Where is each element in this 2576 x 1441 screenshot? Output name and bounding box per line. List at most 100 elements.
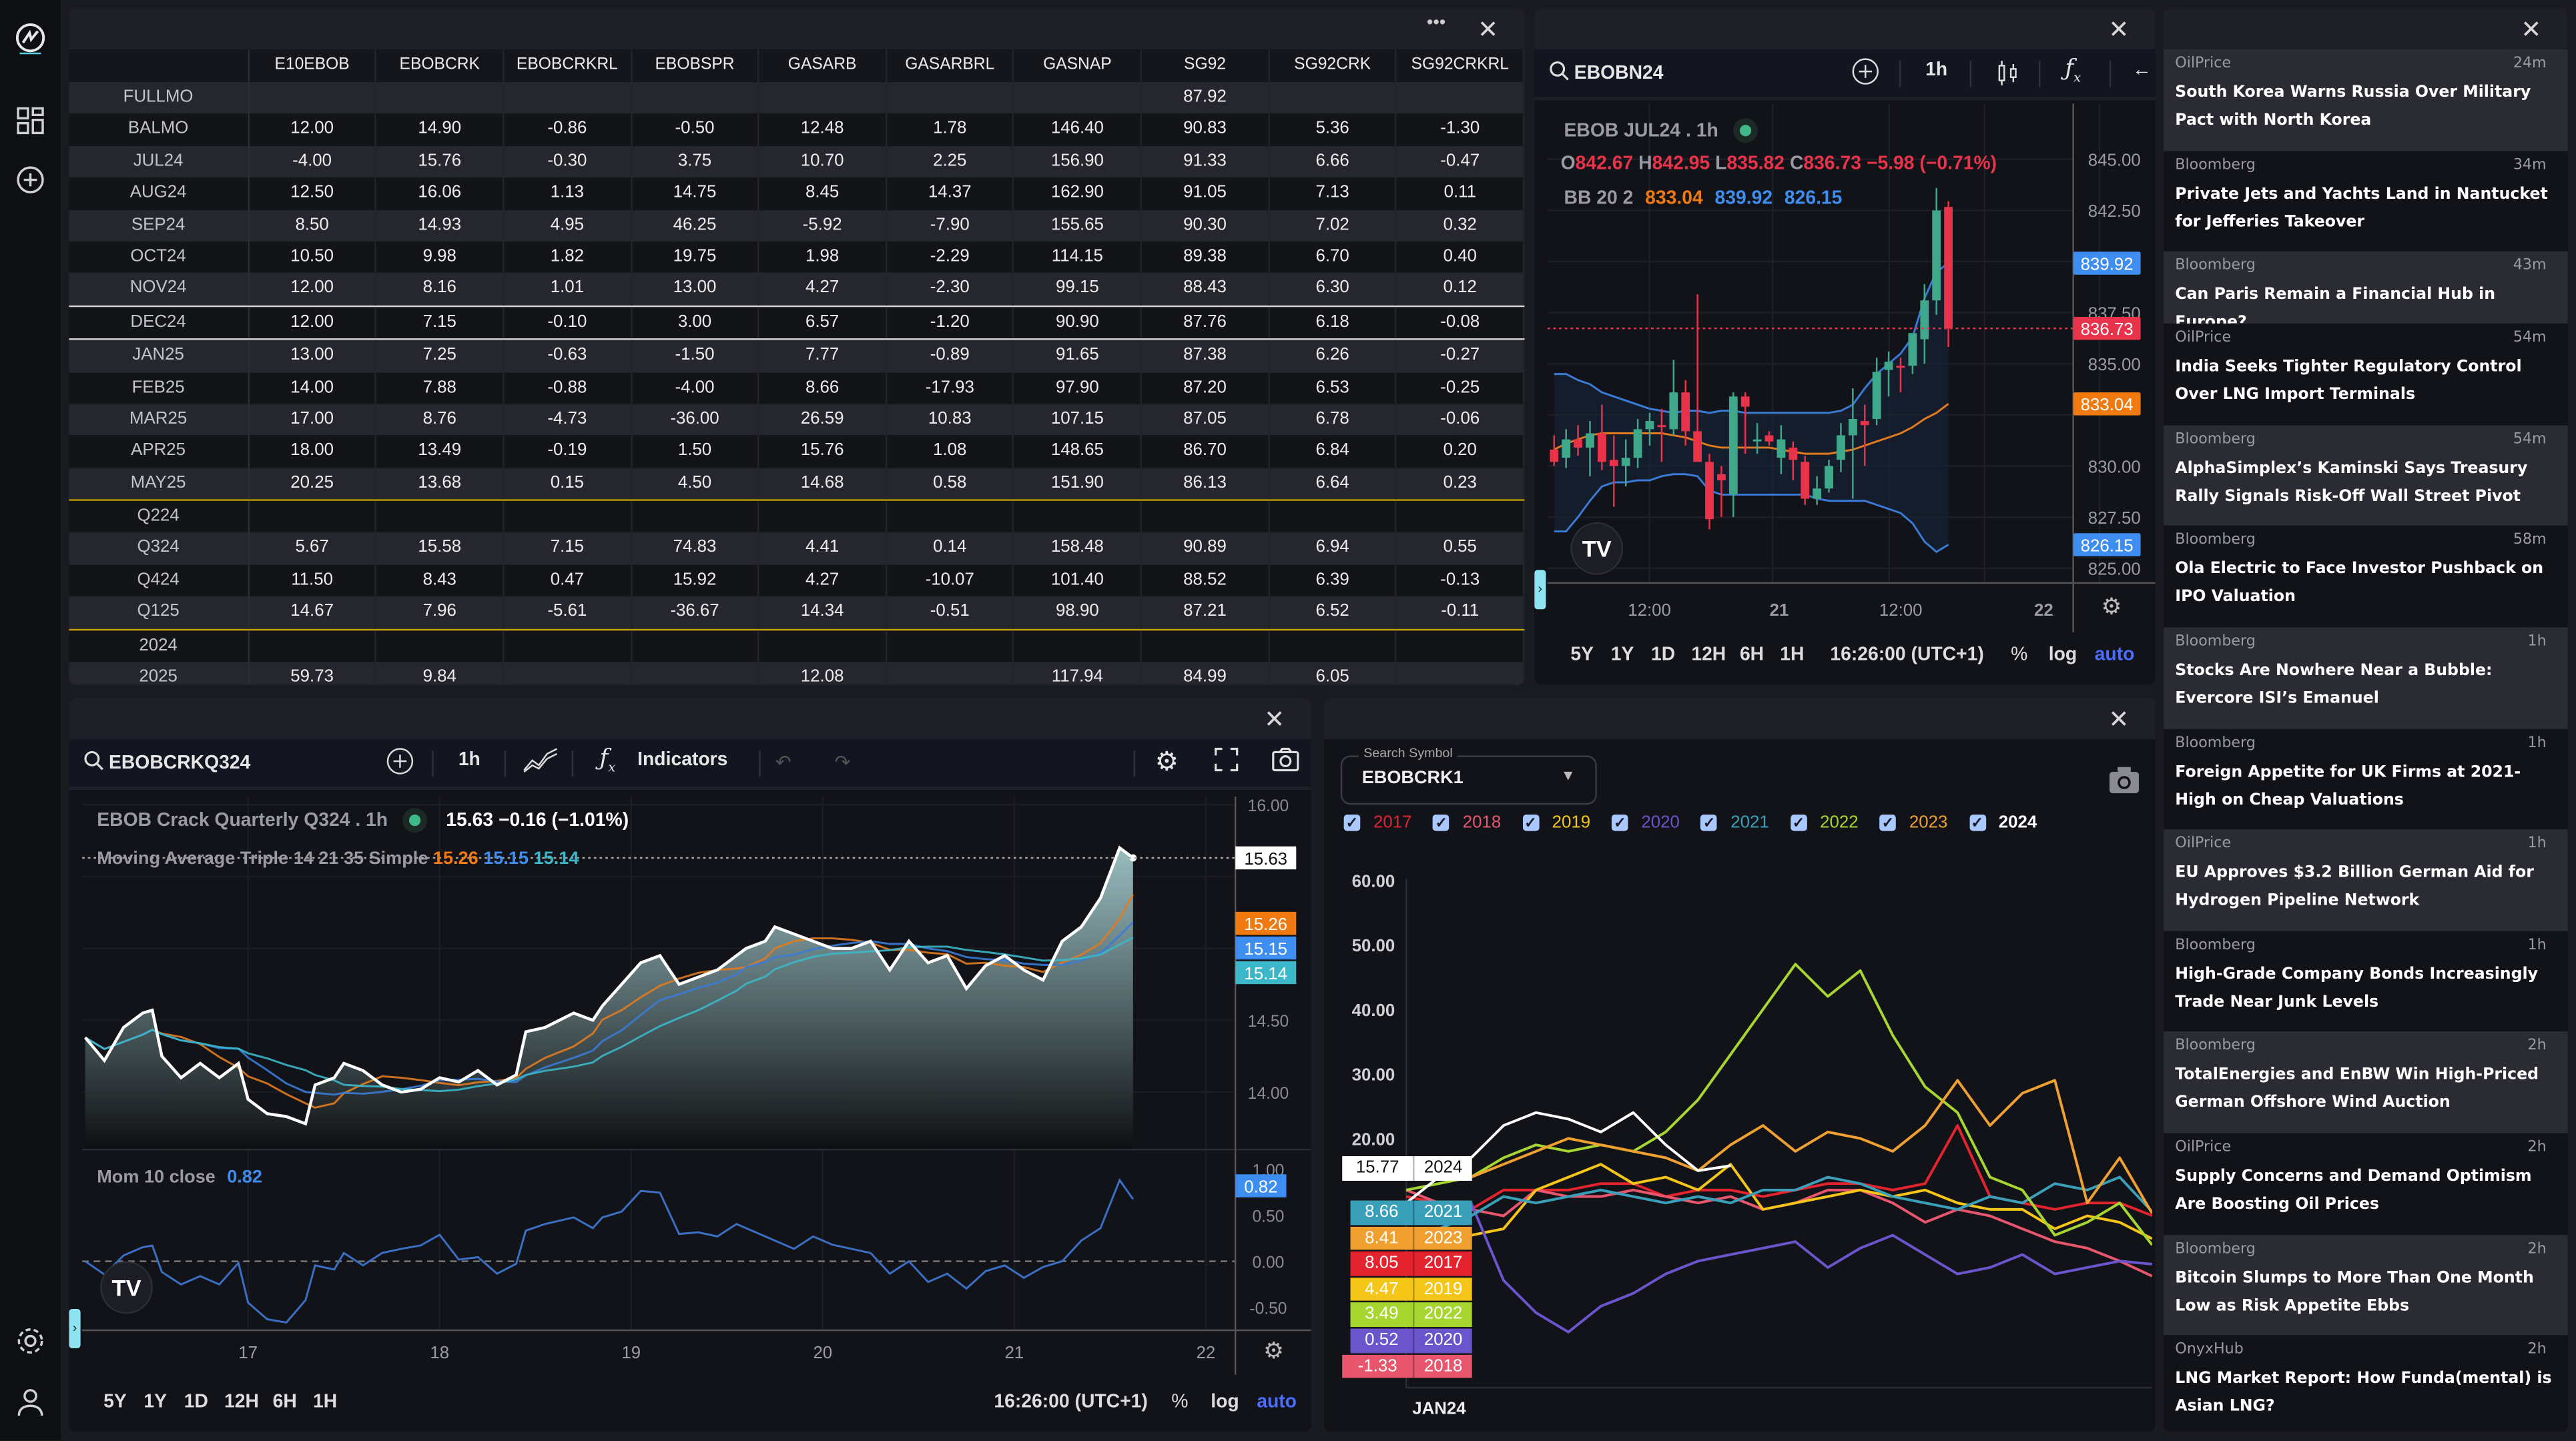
table-cell[interactable]: -0.11 — [1397, 596, 1525, 628]
table-cell[interactable] — [1014, 501, 1143, 533]
auto-scale-toggle[interactable]: auto — [2094, 645, 2135, 665]
table-cell[interactable] — [505, 662, 632, 685]
table-cell[interactable] — [376, 501, 505, 533]
table-cell[interactable]: 1.78 — [887, 113, 1015, 146]
table-cell[interactable] — [632, 630, 759, 662]
table-cell[interactable]: 3.75 — [632, 145, 759, 178]
table-cell[interactable]: 146.40 — [1014, 113, 1143, 146]
candle[interactable] — [1860, 421, 1869, 426]
table-cell[interactable]: 16.06 — [376, 177, 505, 210]
table-cell[interactable]: 6.57 — [759, 306, 887, 339]
table-cell[interactable]: 8.45 — [759, 177, 887, 210]
candle[interactable] — [1789, 447, 1798, 460]
user-icon[interactable] — [15, 1386, 46, 1418]
news-headline[interactable]: South Korea Warns Russia Over Military P… — [2175, 83, 2531, 130]
table-cell[interactable]: -0.63 — [505, 340, 632, 372]
table-cell[interactable]: 14.93 — [376, 209, 505, 242]
range-button-1y[interactable]: 1Y — [1610, 645, 1634, 665]
table-cell[interactable]: 18.00 — [249, 436, 377, 468]
table-cell[interactable]: 7.15 — [505, 532, 632, 565]
candle[interactable] — [1597, 433, 1606, 462]
candle-style-icon[interactable] — [1996, 59, 2019, 92]
table-cell[interactable]: 90.30 — [1142, 209, 1270, 242]
column-header[interactable]: GASARB — [759, 49, 887, 83]
table-cell[interactable]: 0.14 — [887, 532, 1015, 565]
table-cell[interactable]: 74.83 — [632, 532, 759, 565]
table-cell[interactable]: 12.48 — [759, 113, 887, 146]
candle[interactable] — [1777, 439, 1786, 458]
table-row[interactable]: MAY25 20.25 13.68 0.15 4.50 14.68 0.58 151.90 86… — [69, 467, 1525, 502]
table-cell[interactable] — [1397, 662, 1525, 685]
candle[interactable] — [1944, 207, 1953, 329]
table-cell[interactable]: 5.67 — [249, 532, 377, 565]
candle[interactable] — [1740, 396, 1750, 407]
table-cell[interactable] — [632, 662, 759, 685]
column-header[interactable]: E10EBOB — [249, 49, 377, 83]
table-row[interactable]: APR25 18.00 13.49 -0.19 1.50 15.76 1.08 148.65 8… — [69, 436, 1525, 468]
table-cell[interactable]: -5.61 — [505, 596, 632, 628]
news-headline[interactable]: Private Jets and Yachts Land in Nantucke… — [2175, 185, 2548, 231]
indicators-button[interactable]: Indicators — [637, 750, 728, 771]
table-cell[interactable]: 0.23 — [1397, 467, 1525, 500]
table-cell[interactable] — [632, 501, 759, 533]
table-cell[interactable]: 20.25 — [249, 467, 377, 500]
table-cell[interactable]: 13.49 — [376, 436, 505, 468]
redo-icon[interactable]: ↷ — [834, 753, 851, 774]
news-item[interactable]: Bloomberg 1h Foreign Appetite for UK Firms… — [2164, 728, 2568, 830]
column-header[interactable]: EBOBCRK — [376, 49, 505, 83]
column-header[interactable]: SG92CRK — [1269, 49, 1397, 83]
screenshot-camera-icon[interactable] — [2109, 767, 2140, 802]
candle[interactable] — [1920, 300, 1929, 340]
table-cell[interactable] — [1014, 82, 1143, 114]
table-cell[interactable]: 90.90 — [1014, 306, 1143, 339]
table-cell[interactable] — [632, 82, 759, 114]
screenshot-camera-icon[interactable] — [1271, 747, 1299, 777]
range-button-1h[interactable]: 1H — [1780, 645, 1805, 665]
table-cell[interactable]: 13.00 — [632, 273, 759, 306]
news-item[interactable]: Bloomberg 58m Ola Electric to Face Investo… — [2164, 526, 2568, 628]
table-cell[interactable]: -0.27 — [1397, 340, 1525, 372]
table-cell[interactable]: 2.25 — [887, 145, 1015, 178]
news-item[interactable]: Bloomberg 54m AlphaSimplex’s Kaminski Says… — [2164, 425, 2568, 526]
table-cell[interactable]: -5.92 — [759, 209, 887, 242]
axis-settings-icon[interactable]: ⚙ — [2101, 592, 2122, 620]
indicators-fx-icon[interactable]: ƒx — [2065, 55, 2081, 85]
table-cell[interactable]: 87.92 — [1142, 82, 1270, 114]
series-line-2017[interactable] — [1405, 1124, 2152, 1217]
table-cell[interactable] — [505, 630, 632, 662]
range-button-5y[interactable]: 5Y — [1570, 645, 1594, 665]
checkbox-checked-icon[interactable]: ✓ — [1343, 815, 1361, 831]
table-cell[interactable] — [376, 630, 505, 662]
table-cell[interactable]: 26.59 — [759, 404, 887, 436]
table-cell[interactable]: -4.00 — [249, 145, 377, 178]
table-cell[interactable]: 8.76 — [376, 404, 505, 436]
settings-gear-icon[interactable]: ⚙ — [1155, 749, 1179, 777]
table-cell[interactable]: -36.67 — [632, 596, 759, 628]
table-cell[interactable]: 14.37 — [887, 177, 1015, 210]
news-headline[interactable]: TotalEnergies and EnBW Win High-Priced G… — [2175, 1066, 2539, 1113]
table-cell[interactable] — [1142, 501, 1270, 533]
table-cell[interactable]: 101.40 — [1014, 564, 1143, 597]
table-cell[interactable]: 8.43 — [376, 564, 505, 597]
table-cell[interactable]: 14.90 — [376, 113, 505, 146]
percent-scale-toggle[interactable]: % — [2011, 645, 2028, 665]
column-header[interactable]: GASNAP — [1014, 49, 1143, 83]
candle[interactable] — [1586, 433, 1594, 448]
table-cell[interactable]: 13.68 — [376, 467, 505, 500]
table-cell[interactable]: 4.95 — [505, 209, 632, 242]
news-item[interactable]: OnyxHub 2h LNG Market Report: How Funda(me… — [2164, 1335, 2568, 1432]
table-cell[interactable]: -0.86 — [505, 113, 632, 146]
table-cell[interactable]: 15.92 — [632, 564, 759, 597]
legend-item-2022[interactable]: ✓ 2022 — [1790, 813, 1859, 833]
table-cell[interactable]: 3.00 — [632, 306, 759, 339]
table-cell[interactable] — [887, 82, 1015, 114]
candle[interactable] — [1645, 421, 1654, 430]
checkbox-checked-icon[interactable]: ✓ — [1879, 815, 1897, 831]
table-cell[interactable]: 8.16 — [376, 273, 505, 306]
symbol-search[interactable]: EBOBCRKQ324 — [84, 751, 251, 773]
candle[interactable] — [1693, 431, 1702, 462]
news-item[interactable]: Bloomberg 2h Bitcoin Slumps to More Than O… — [2164, 1234, 2568, 1336]
legend-item-2020[interactable]: ✓ 2020 — [1612, 813, 1680, 833]
table-cell[interactable]: 0.20 — [1397, 436, 1525, 468]
symbol-select[interactable]: Search Symbol EBOBCRK1 ▼ — [1340, 745, 1597, 805]
